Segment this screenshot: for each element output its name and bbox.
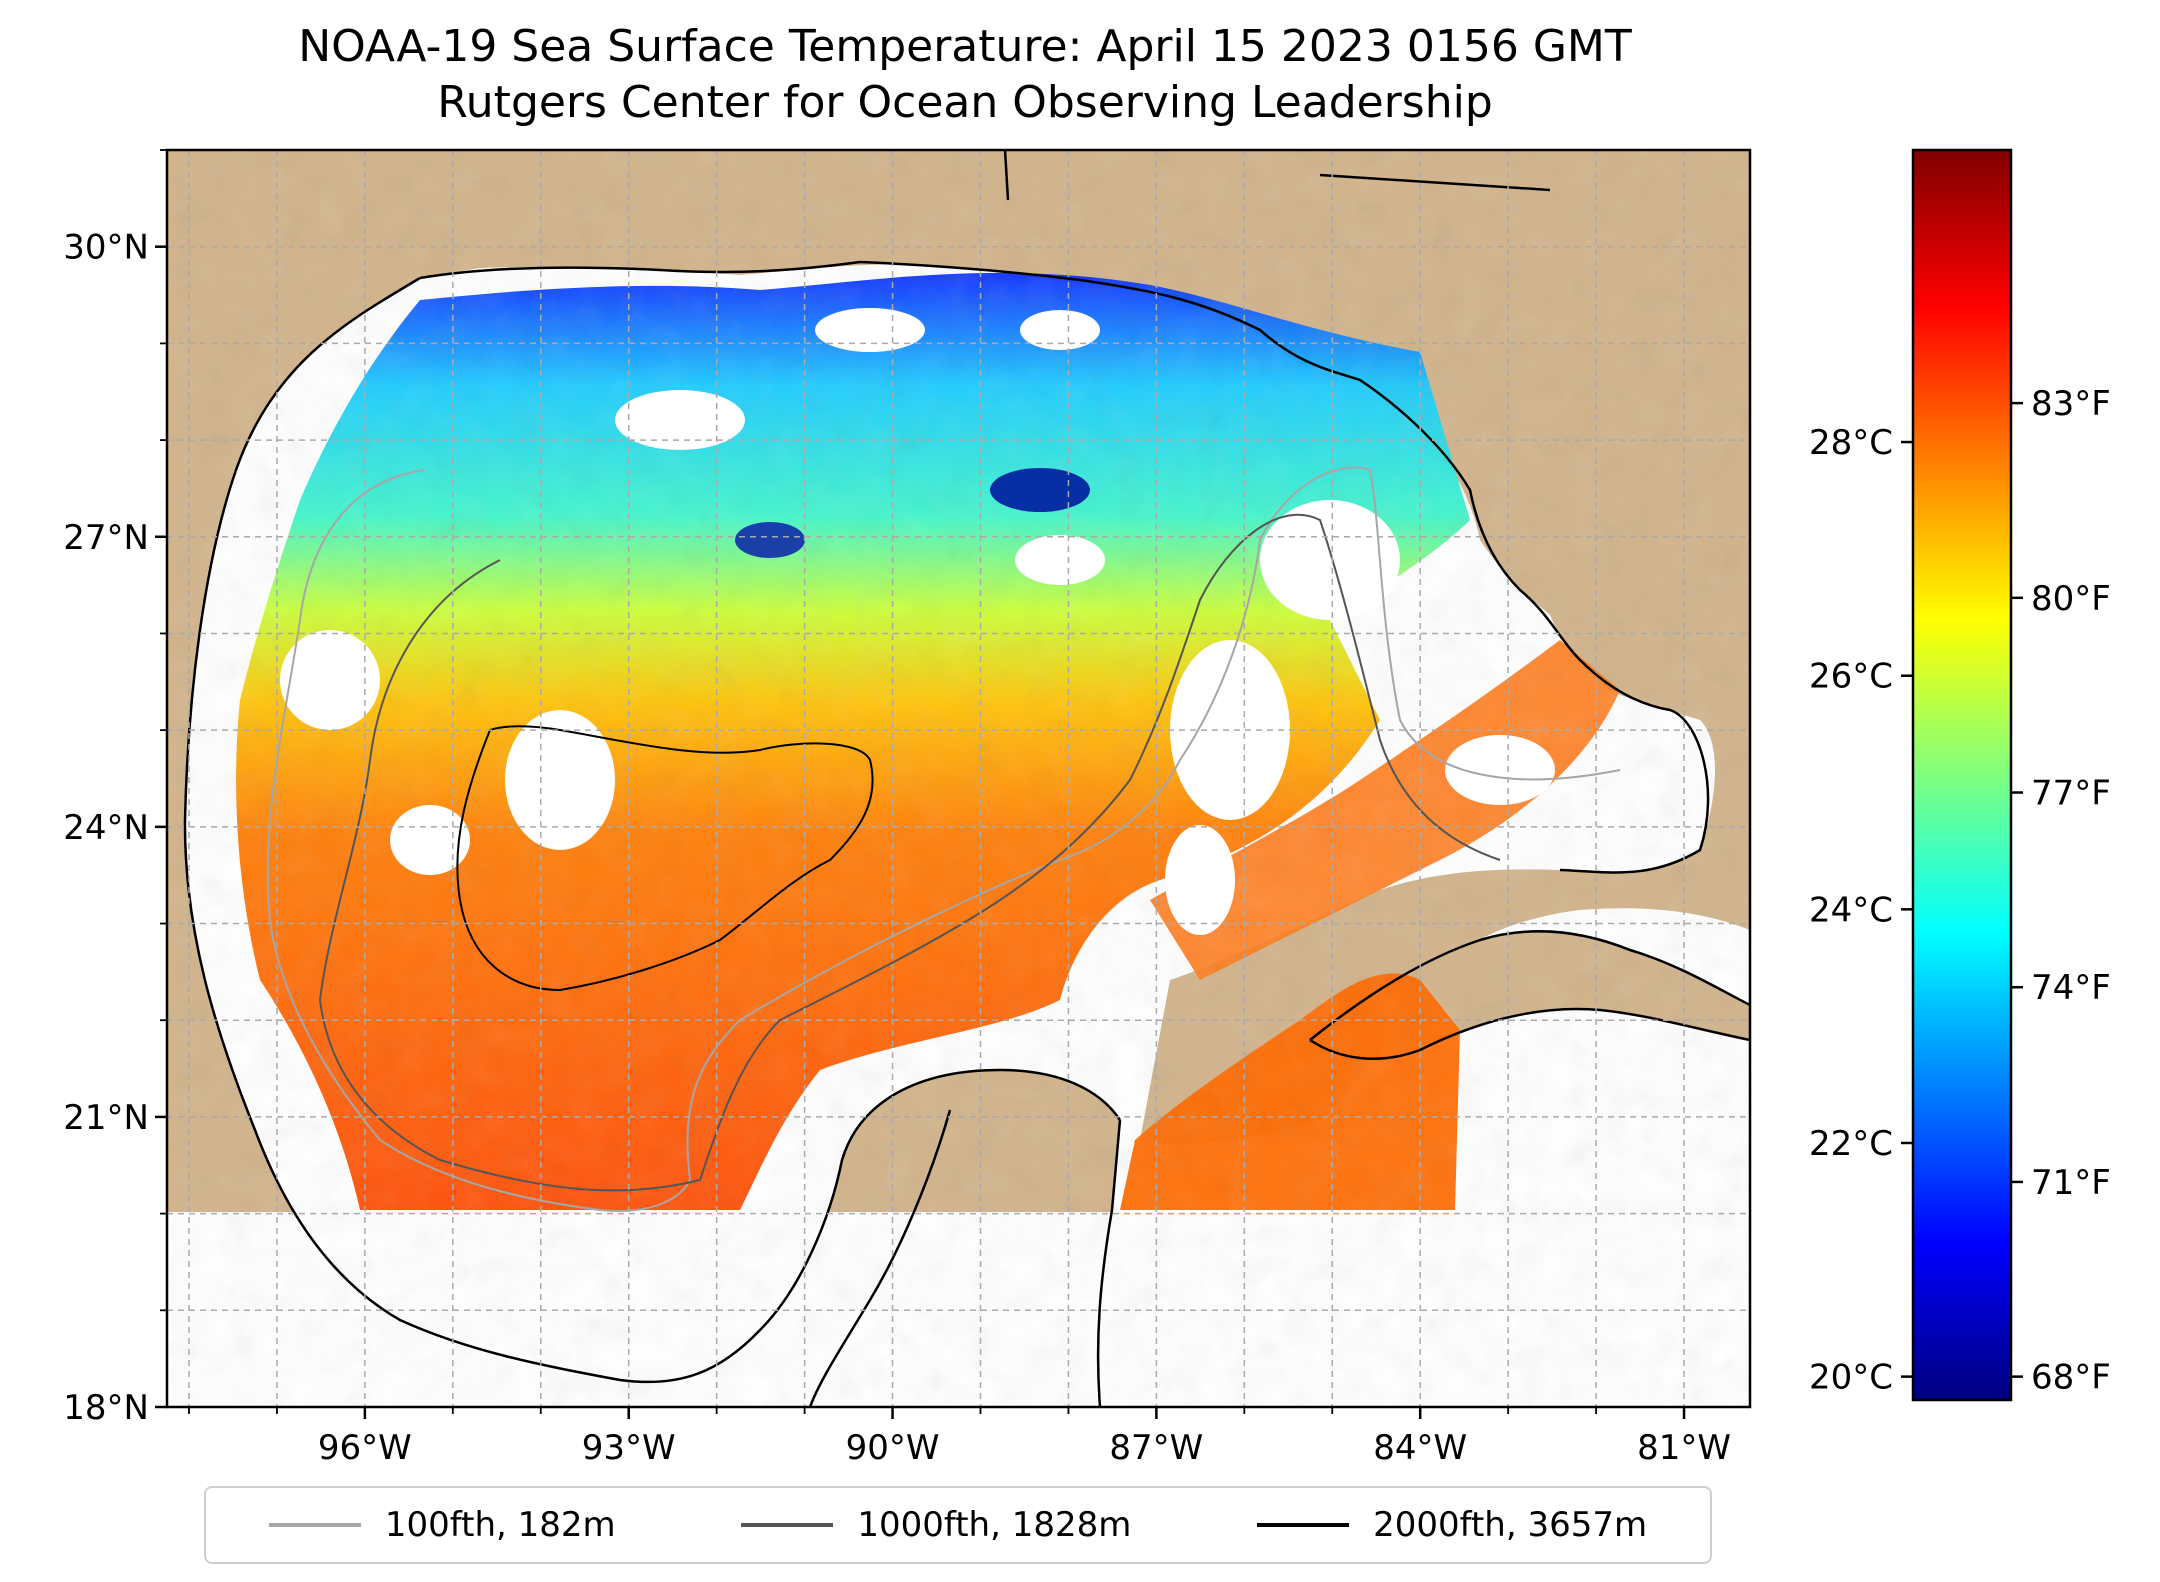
map-frame — [165, 148, 1752, 1409]
fahrenheit-tick-label: 77°F — [2031, 774, 2111, 814]
fahrenheit-tick-label: 74°F — [2031, 968, 2111, 1008]
gridlines — [167, 150, 1750, 1407]
legend-item-2000fth: 2000fth, 3657m — [1257, 1505, 1647, 1545]
legend-item-1000fth: 1000fth, 1828m — [741, 1505, 1131, 1545]
celsius-tick-label: 20°C — [1809, 1358, 1893, 1398]
fahrenheit-tick-label: 68°F — [2031, 1358, 2111, 1398]
lat-tick-label: 27°N — [63, 518, 149, 558]
lat-tick-label: 30°N — [63, 228, 149, 268]
celsius-tick-label: 26°C — [1809, 657, 1893, 697]
lat-tick-label: 18°N — [63, 1388, 149, 1428]
legend-swatch-1000fth — [741, 1523, 834, 1527]
lon-tick-label: 84°W — [1373, 1428, 1467, 1468]
legend-label-2000fth: 2000fth, 3657m — [1373, 1505, 1648, 1545]
sst-data-layer — [167, 150, 1750, 1407]
colorbar-ticks: 20°C 22°C 24°C 26°C 28°C 68°F 71°F 74°F 77°F 80°F… — [1809, 384, 2111, 1398]
lon-tick-label: 93°W — [582, 1428, 676, 1468]
contour-100fth — [266, 466, 1621, 1212]
cold-patch — [990, 468, 1090, 512]
colorbar — [1913, 150, 2011, 1400]
coastline — [183, 150, 1750, 1407]
fahrenheit-tick-label: 71°F — [2031, 1163, 2111, 1203]
legend-swatch-100fth — [268, 1523, 361, 1527]
legend-swatch-2000fth — [1257, 1523, 1350, 1527]
lat-tick-label: 24°N — [63, 808, 149, 848]
chart-title: NOAA-19 Sea Surface Temperature: April 1… — [298, 21, 1632, 72]
colorbar-frame — [1911, 148, 2013, 1402]
legend-item-100fth: 100fth, 182m — [268, 1505, 616, 1545]
legend-label-1000fth: 1000fth, 1828m — [857, 1505, 1132, 1545]
lon-tick-label: 81°W — [1637, 1428, 1731, 1468]
map-axis-ticks: 96°W 93°W 90°W 87°W 84°W 81°W 30°N 27°N 24°N 21°N… — [63, 149, 1731, 1468]
map-area — [167, 150, 1750, 1407]
contour-2000fth — [456, 725, 874, 992]
contour-legend: 100fth, 182m 1000fth, 1828m 2000fth, 365… — [204, 1486, 1712, 1564]
cold-patch-west — [735, 522, 805, 558]
fahrenheit-tick-label: 80°F — [2031, 579, 2111, 619]
celsius-tick-label: 22°C — [1809, 1124, 1893, 1164]
chart-subtitle: Rutgers Center for Ocean Observing Leade… — [437, 77, 1493, 128]
celsius-tick-label: 28°C — [1809, 423, 1893, 463]
lon-tick-label: 90°W — [846, 1428, 940, 1468]
lon-tick-label: 87°W — [1109, 1428, 1203, 1468]
lat-tick-label: 21°N — [63, 1098, 149, 1138]
legend-label-100fth: 100fth, 182m — [384, 1505, 616, 1545]
lon-tick-label: 96°W — [318, 1428, 412, 1468]
celsius-tick-label: 24°C — [1809, 890, 1893, 930]
fahrenheit-tick-label: 83°F — [2031, 384, 2111, 424]
cloud-gaps — [280, 308, 1555, 935]
